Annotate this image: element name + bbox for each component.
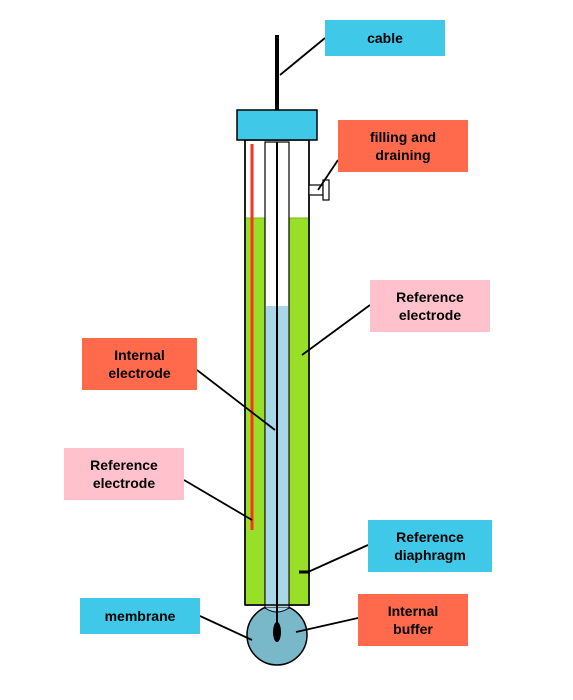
label-cable: cable xyxy=(325,20,445,56)
label-cable-text: cable xyxy=(367,29,403,47)
label-ref-left-text: Referenceelectrode xyxy=(90,456,158,492)
label-filling-text: filling anddraining xyxy=(370,128,436,164)
label-internal-electrode-text: Internalelectrode xyxy=(108,346,170,382)
label-membrane-text: membrane xyxy=(105,607,176,625)
label-ref-right-text: Referenceelectrode xyxy=(396,288,464,324)
label-internal-buffer: Internalbuffer xyxy=(358,594,468,646)
label-internal-electrode: Internalelectrode xyxy=(82,338,197,390)
label-ref-diaphragm: Referencediaphragm xyxy=(368,520,492,572)
label-ref-diaphragm-text: Referencediaphragm xyxy=(394,528,466,564)
label-membrane: membrane xyxy=(80,598,200,634)
label-ref-electrode-right: Referenceelectrode xyxy=(370,280,490,332)
label-filling: filling anddraining xyxy=(338,120,468,172)
label-ref-electrode-left: Referenceelectrode xyxy=(64,448,184,500)
label-internal-buffer-text: Internalbuffer xyxy=(388,602,439,638)
